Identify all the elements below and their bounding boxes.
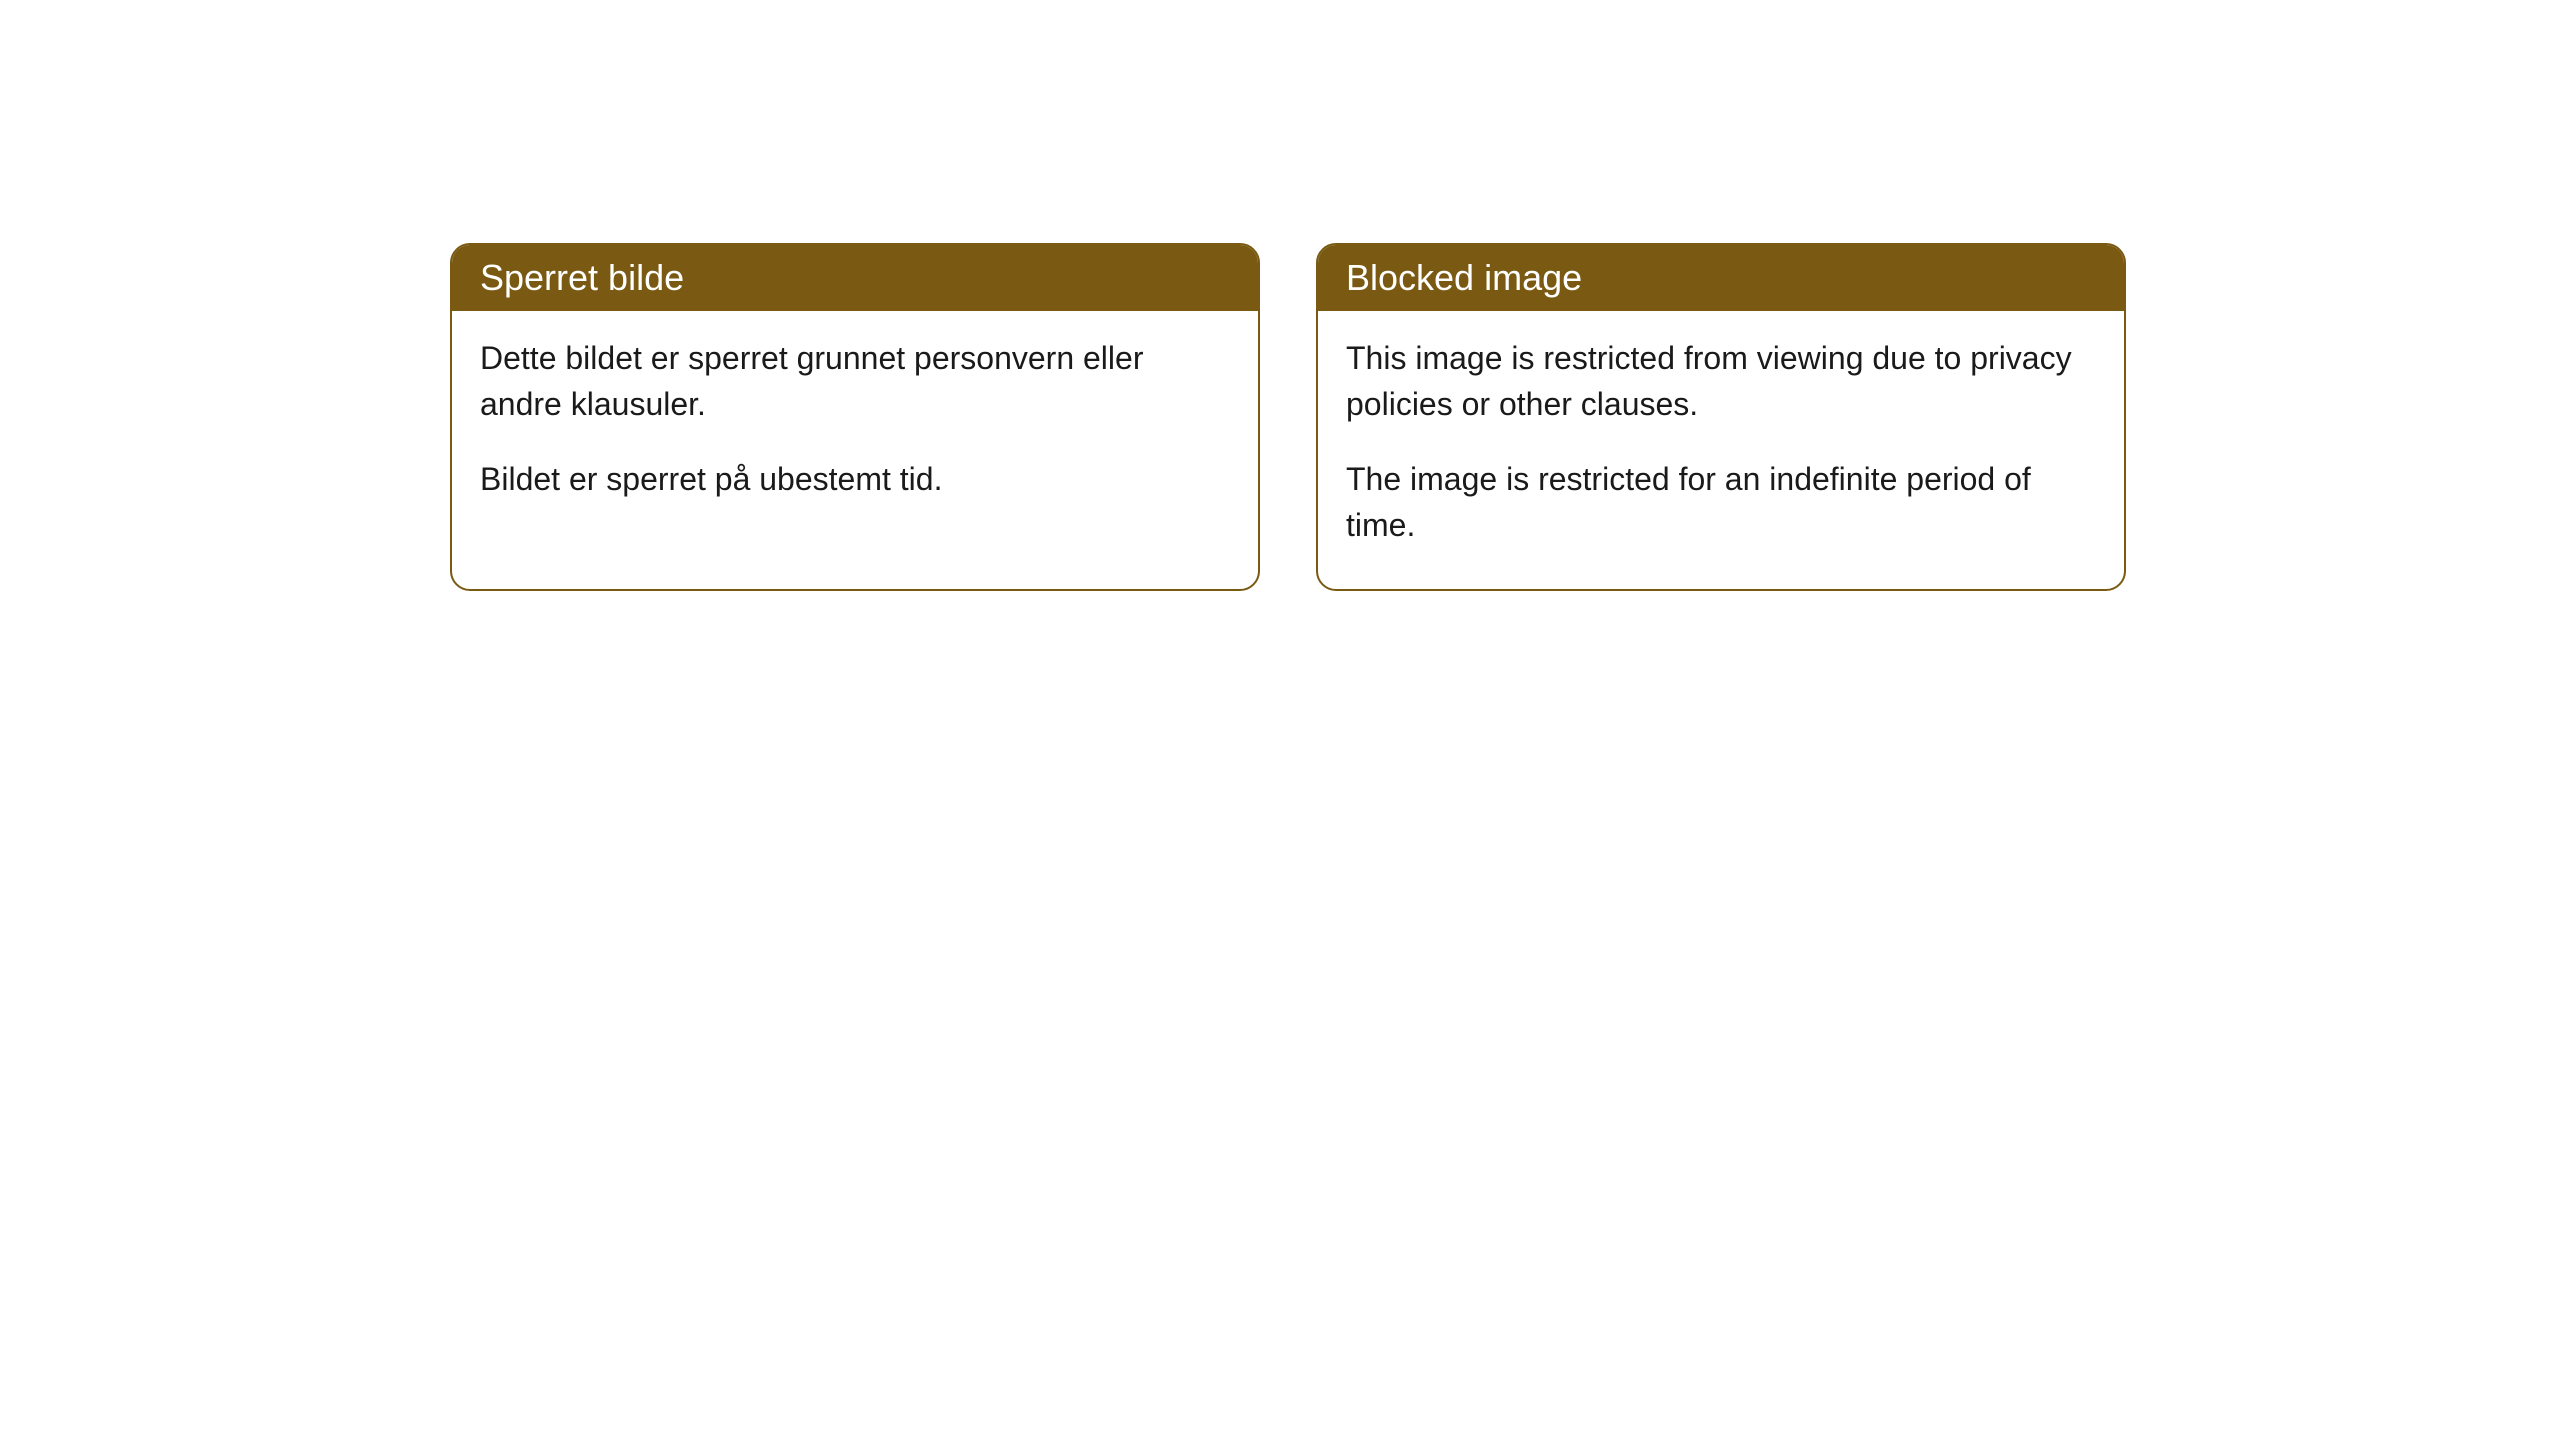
card-body-norwegian: Dette bildet er sperret grunnet personve… [452,311,1258,542]
notice-cards-container: Sperret bilde Dette bildet er sperret gr… [450,243,2126,591]
notice-card-norwegian: Sperret bilde Dette bildet er sperret gr… [450,243,1260,591]
card-paragraph: This image is restricted from viewing du… [1346,335,2096,428]
card-paragraph: The image is restricted for an indefinit… [1346,456,2096,549]
card-title: Sperret bilde [480,257,684,298]
card-body-english: This image is restricted from viewing du… [1318,311,2124,589]
card-paragraph: Dette bildet er sperret grunnet personve… [480,335,1230,428]
card-header-norwegian: Sperret bilde [452,245,1258,311]
notice-card-english: Blocked image This image is restricted f… [1316,243,2126,591]
card-paragraph: Bildet er sperret på ubestemt tid. [480,456,1230,502]
card-title: Blocked image [1346,257,1582,298]
card-header-english: Blocked image [1318,245,2124,311]
